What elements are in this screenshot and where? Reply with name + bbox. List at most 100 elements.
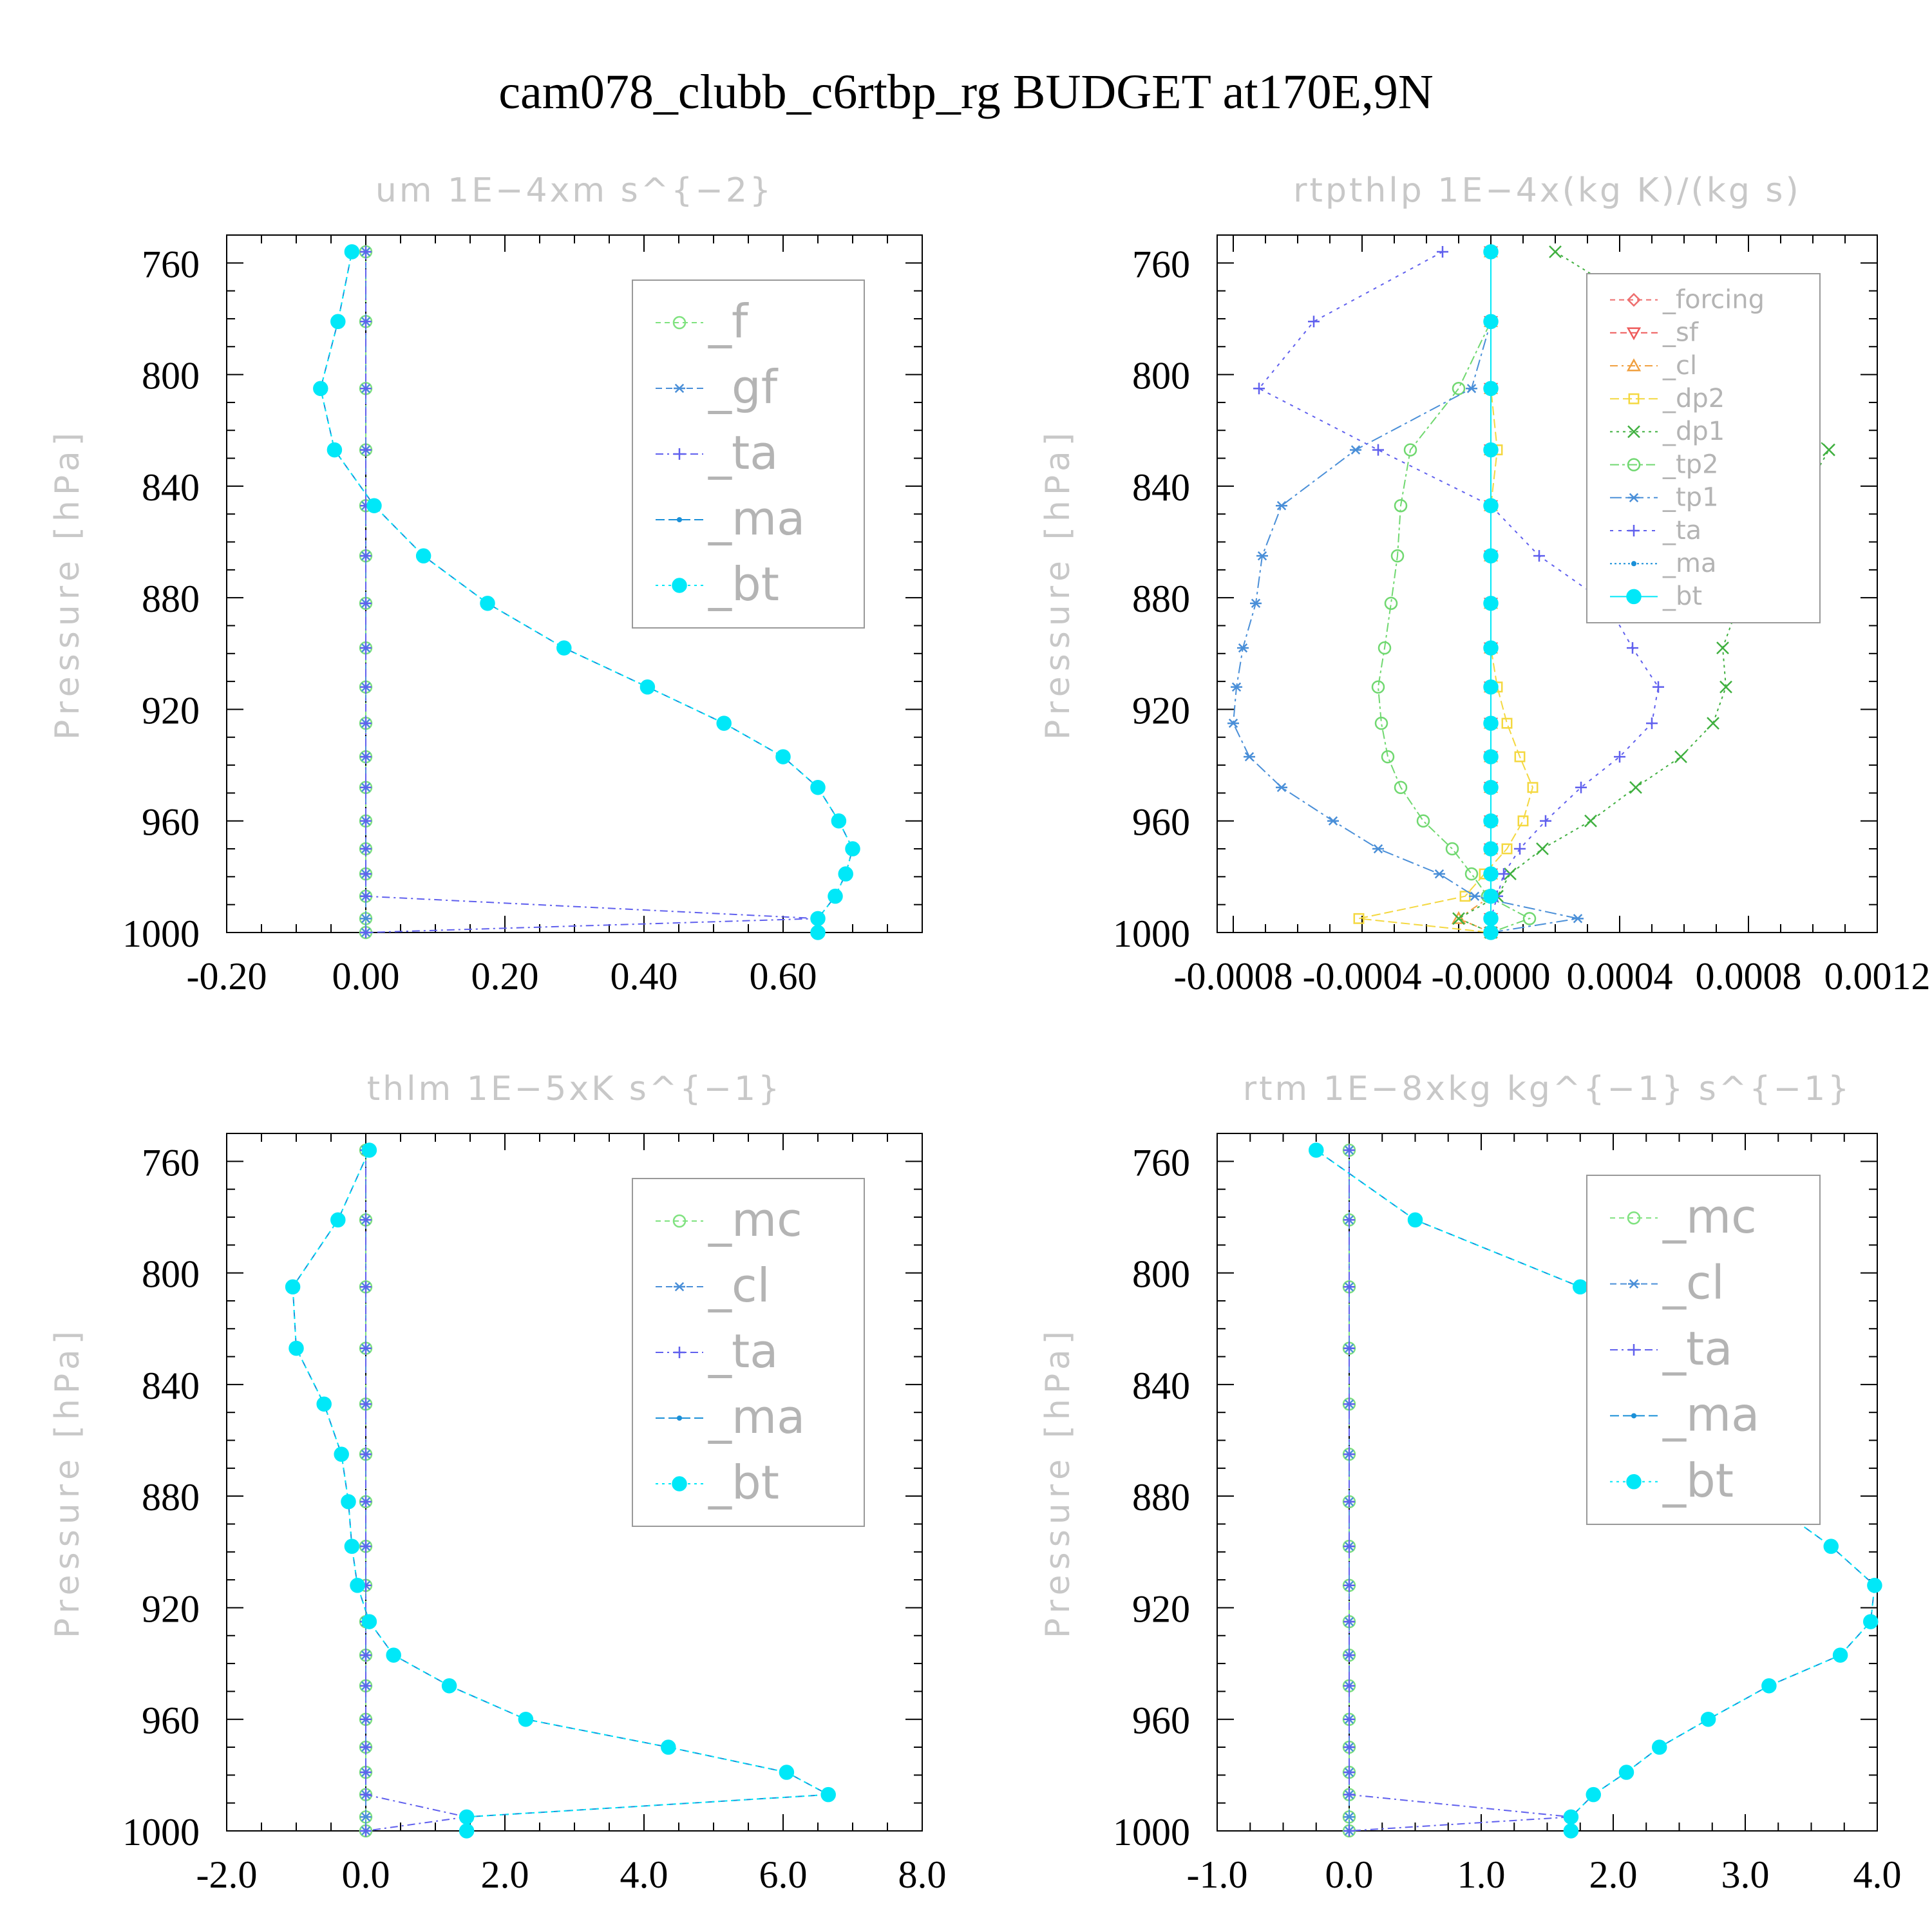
x-tick-label: -0.20	[187, 955, 267, 998]
legend-label: _cl	[1662, 351, 1697, 381]
data-point-bt	[1652, 1739, 1667, 1755]
data-point-dp2	[1353, 913, 1365, 924]
data-point-tp1	[1276, 501, 1287, 511]
legend-marker	[1628, 393, 1640, 404]
data-point-bt	[327, 442, 343, 458]
data-point-cl	[1451, 911, 1466, 924]
data-point-ta	[360, 444, 372, 456]
data-point-ta	[360, 1540, 372, 1553]
y-tick-label: 1000	[1113, 913, 1190, 955]
x-tick-label: 0.0004	[1567, 955, 1673, 998]
data-point-ta	[1646, 717, 1658, 730]
data-point-ta	[1498, 868, 1510, 880]
data-point-bt	[1586, 1786, 1601, 1803]
y-tick-label: 800	[142, 355, 200, 397]
data-point-cl	[1343, 1812, 1355, 1822]
data-point-dp2	[1517, 815, 1529, 827]
data-point-ta	[1343, 1616, 1355, 1628]
legend-label: _sf	[1662, 318, 1699, 348]
data-point-ta	[1343, 1540, 1355, 1553]
legend-label: _mc	[1662, 1189, 1757, 1244]
x-tick-label: 0.0	[342, 1853, 390, 1896]
y-tick-label: 960	[1132, 801, 1190, 844]
y-axis-label: Pressure [hPa]	[48, 1326, 87, 1638]
data-point-bt	[1761, 1678, 1777, 1694]
legend-label: _gf	[708, 360, 779, 414]
data-point-dp2	[1501, 843, 1513, 855]
data-point-bt	[344, 244, 360, 260]
data-point-bt	[716, 715, 732, 731]
data-point-bt	[1563, 1809, 1579, 1825]
x-tick-label: 0.60	[750, 955, 817, 998]
y-tick-label: 920	[1132, 689, 1190, 732]
data-point-bt	[828, 888, 843, 904]
legend-marker	[676, 516, 683, 523]
data-point-dp1	[1719, 680, 1732, 694]
x-tick-label: 3.0	[1721, 1853, 1770, 1896]
data-point-ta	[1343, 1342, 1355, 1354]
panel-title: rtm 1E−8xkg kg^{−1} s^{−1}	[1243, 1070, 1852, 1108]
data-point-bt	[1309, 1142, 1324, 1158]
legend-label: _forcing	[1662, 285, 1765, 314]
data-point-tp2	[1390, 549, 1405, 563]
data-point-bt	[838, 866, 853, 882]
legend-marker	[1631, 561, 1637, 567]
data-point-tp2	[1464, 867, 1479, 881]
data-point-ta	[1343, 1713, 1355, 1725]
legend-label: _dp2	[1662, 384, 1725, 413]
x-tick-label: 4.0	[620, 1853, 668, 1896]
data-point-tp1	[1231, 682, 1242, 692]
plot-frame	[1217, 234, 1878, 933]
data-point-bt	[1483, 381, 1499, 397]
legend-marker	[672, 1214, 687, 1228]
data-point-bt	[831, 813, 847, 829]
data-point-ta	[1372, 444, 1384, 456]
x-tick-label: 2.0	[1589, 1853, 1638, 1896]
legend-label: _ta	[1662, 516, 1701, 545]
data-point-tp1	[1434, 869, 1445, 879]
data-point-ta	[360, 868, 372, 880]
legend-label: _tp1	[1662, 483, 1719, 513]
legend-label: _ma	[708, 491, 805, 545]
series-line-cl	[1457, 252, 1492, 933]
data-point-bt	[810, 779, 826, 795]
x-tick-label: -0.0008	[1174, 955, 1293, 998]
data-point-bt	[1700, 1711, 1716, 1727]
data-point-ta	[1614, 751, 1625, 763]
data-point-ta	[360, 1281, 372, 1293]
data-point-ta	[1343, 1825, 1355, 1837]
legend-label: _bt	[708, 1455, 779, 1510]
y-tick-label: 760	[142, 243, 200, 285]
data-point-gf	[360, 914, 372, 923]
y-axis-label: Pressure [hPa]	[1039, 428, 1077, 740]
data-point-ta	[360, 1825, 372, 1837]
series-line-tp2	[1377, 252, 1531, 933]
data-point-ta	[1343, 1214, 1355, 1226]
data-point-ta	[1437, 245, 1448, 258]
data-point-dp1	[1629, 781, 1642, 794]
data-point-tp2	[1394, 781, 1408, 794]
data-point-bt	[316, 1396, 332, 1412]
series-line-tp1	[1232, 252, 1578, 933]
data-point-ta	[360, 1398, 372, 1410]
data-point-ta	[1653, 681, 1664, 693]
legend-marker	[1627, 292, 1641, 307]
data-point-bt	[289, 1340, 304, 1356]
legend-marker	[1628, 493, 1640, 502]
data-point-dp1	[1674, 750, 1687, 763]
data-point-ta	[1308, 316, 1320, 328]
data-point-ta	[360, 316, 372, 328]
data-point-bt	[845, 841, 860, 857]
data-point-dp1	[1452, 912, 1465, 925]
data-point-bt	[775, 749, 791, 764]
series-line-bt	[292, 1150, 831, 1831]
data-point-ta	[360, 781, 372, 793]
legend-marker	[1627, 425, 1640, 439]
legend-marker	[1627, 458, 1641, 471]
data-point-bt	[1483, 925, 1499, 940]
data-point-bt	[639, 679, 656, 695]
x-tick-label: -1.0	[1187, 1853, 1248, 1896]
data-point-ta	[360, 681, 372, 693]
y-tick-label: 840	[1132, 1365, 1190, 1407]
data-point-ta	[1627, 642, 1638, 654]
